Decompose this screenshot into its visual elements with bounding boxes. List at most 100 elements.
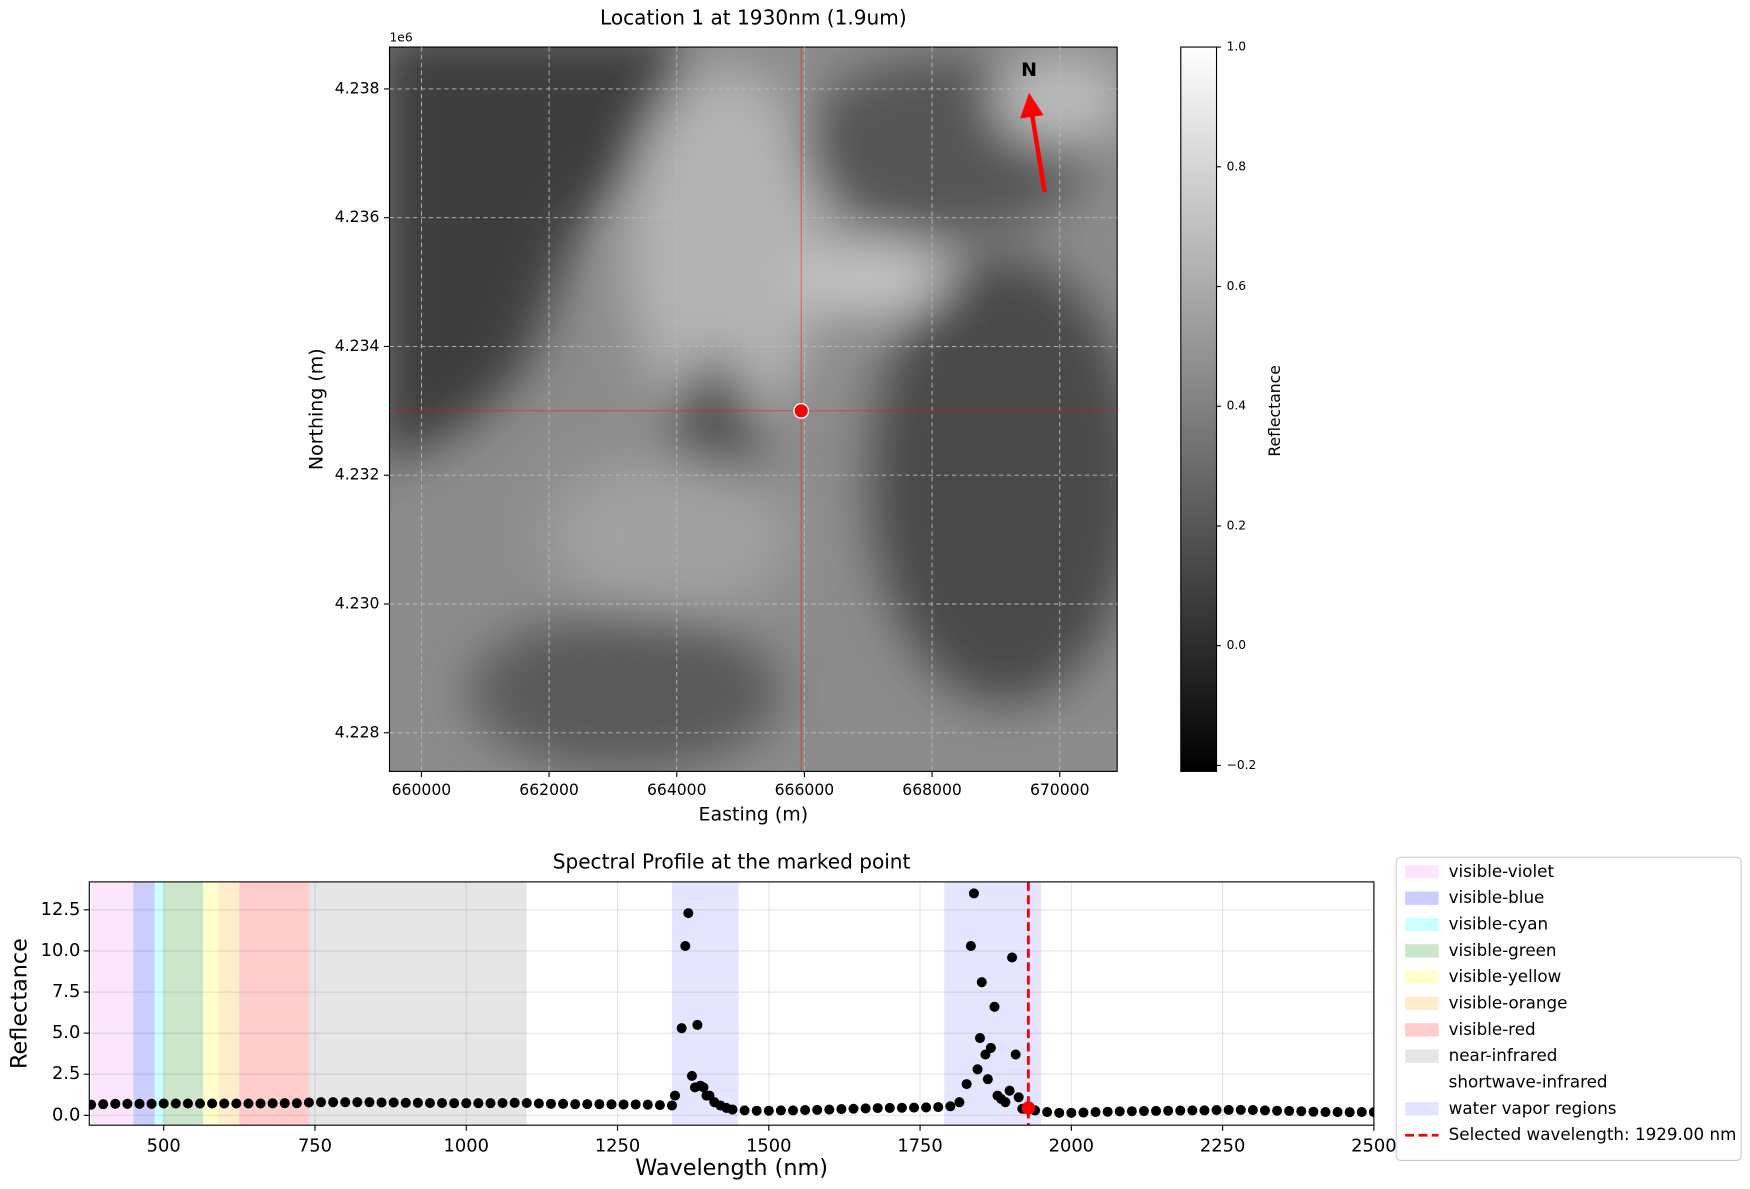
y-axis-label: Northing (m)	[305, 348, 327, 470]
data-point	[170, 1098, 181, 1109]
data-point	[267, 1098, 278, 1109]
data-point	[1066, 1107, 1077, 1118]
data-point	[1308, 1106, 1319, 1117]
x-tick-label: 1250	[595, 1135, 640, 1156]
data-point	[485, 1098, 496, 1109]
legend-swatch	[1405, 891, 1439, 905]
x-tick-label: 2000	[1049, 1135, 1094, 1156]
x-tick-label: 666000	[775, 781, 835, 799]
data-point	[533, 1098, 544, 1109]
data-point	[1284, 1105, 1295, 1116]
data-point	[800, 1105, 811, 1116]
y-tick-label: 0.0	[52, 1104, 80, 1125]
data-point	[376, 1097, 387, 1108]
data-point	[303, 1097, 314, 1108]
legend-label: visible-cyan	[1449, 914, 1548, 934]
data-point	[1272, 1105, 1283, 1116]
data-point	[521, 1097, 532, 1109]
data-point	[461, 1098, 472, 1109]
x-tick-label: 2250	[1200, 1135, 1245, 1156]
raster	[389, 47, 1118, 772]
colorbar-tick-label: 0.0	[1227, 638, 1247, 652]
chart-title: Location 1 at 1930nm (1.9um)	[600, 6, 907, 30]
data-point	[473, 1098, 484, 1109]
data-point	[1151, 1105, 1162, 1116]
data-point	[775, 1105, 786, 1116]
data-point	[1211, 1105, 1222, 1116]
band	[163, 881, 204, 1126]
data-point	[1126, 1106, 1137, 1117]
y-tick-label: 10.0	[41, 940, 81, 961]
y-tick-label: 12.5	[41, 899, 81, 920]
data-point	[1013, 1092, 1024, 1103]
data-point	[1054, 1107, 1065, 1118]
y-tick-label: 4.228	[335, 723, 380, 741]
x-tick-label: 664000	[647, 781, 707, 799]
data-point	[316, 1097, 327, 1108]
data-point	[1010, 1049, 1021, 1060]
y-tick-label: 7.5	[52, 981, 80, 1002]
x-tick-label: 1500	[746, 1135, 791, 1156]
data-point	[1007, 952, 1018, 963]
data-point	[1175, 1105, 1186, 1116]
x-tick-label: 660000	[392, 781, 452, 799]
legend-label: visible-blue	[1449, 887, 1545, 907]
data-point	[1368, 1107, 1374, 1118]
data-point	[110, 1098, 121, 1109]
data-point	[219, 1098, 230, 1109]
data-point	[400, 1097, 411, 1108]
data-point	[812, 1104, 823, 1115]
data-point	[545, 1098, 556, 1109]
data-point	[618, 1099, 629, 1110]
data-point	[976, 977, 987, 988]
data-point	[594, 1099, 605, 1110]
data-point	[676, 1023, 687, 1034]
data-point	[884, 1102, 895, 1113]
data-point	[1102, 1106, 1113, 1117]
x-tick-label: 2500	[1351, 1135, 1396, 1156]
legend-swatch	[1405, 944, 1439, 958]
data-point	[364, 1097, 375, 1108]
data-point	[122, 1098, 133, 1109]
bands	[91, 881, 1374, 1126]
data-point	[686, 1070, 697, 1081]
data-point	[1187, 1105, 1198, 1116]
legend-swatch	[1405, 917, 1439, 932]
data-point	[134, 1098, 145, 1109]
x-tick-label: 1000	[444, 1135, 489, 1156]
data-point	[1235, 1104, 1246, 1115]
data-point	[1332, 1107, 1343, 1118]
data-point	[412, 1097, 423, 1108]
x-tick-label: 1750	[897, 1135, 942, 1156]
data-point	[424, 1097, 435, 1109]
y-tick-label: 4.230	[335, 594, 380, 612]
legend-swatch	[1405, 1075, 1439, 1090]
band	[203, 881, 219, 1126]
y-tick-label: 2.5	[52, 1063, 80, 1084]
data-point	[388, 1097, 399, 1108]
legend-label: visible-violet	[1449, 861, 1555, 881]
selected-point	[1021, 1101, 1036, 1115]
legend-label: visible-orange	[1449, 993, 1568, 1013]
colorbar-label: Reflectance	[1266, 365, 1284, 457]
data-point	[945, 1101, 956, 1112]
data-point	[194, 1098, 206, 1109]
data-point	[449, 1098, 460, 1109]
data-point	[824, 1104, 835, 1115]
legend-swatch	[1405, 1023, 1439, 1037]
data-point	[954, 1097, 965, 1108]
colorbar	[1180, 46, 1218, 772]
x-axis-label: Wavelength (nm)	[635, 1155, 828, 1181]
data-point	[642, 1099, 653, 1110]
legend-label: visible-yellow	[1449, 966, 1562, 986]
data-point	[654, 1100, 665, 1111]
band	[218, 881, 240, 1126]
data-point	[872, 1103, 883, 1114]
location-marker	[793, 402, 810, 419]
data-point	[933, 1102, 944, 1113]
data-point	[98, 1099, 109, 1110]
data-point	[340, 1097, 351, 1108]
data-point	[558, 1098, 569, 1109]
data-point	[582, 1099, 593, 1110]
